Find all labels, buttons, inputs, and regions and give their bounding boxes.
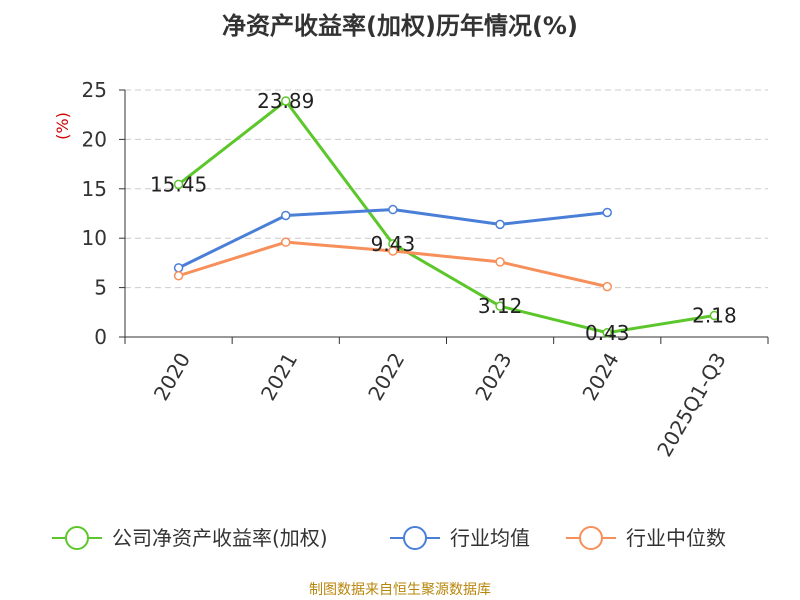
- source-note: 制图数据来自恒生聚源数据库: [309, 582, 491, 598]
- grid-lines: [125, 89, 768, 289]
- y-tick-label: 15: [82, 177, 107, 201]
- y-tick-label: 10: [82, 226, 107, 250]
- chart-title: 净资产收益率(加权)历年情况(%): [222, 12, 578, 40]
- data-point: [602, 328, 612, 338]
- data-point: [495, 257, 505, 267]
- legend-item[interactable]: 行业中位数: [566, 526, 726, 550]
- data-label: 3.12: [478, 294, 523, 318]
- legend-swatch-marker: [403, 526, 427, 550]
- x-tick-label: 2020: [149, 349, 195, 405]
- y-axis-label: (%): [53, 112, 72, 140]
- data-point: [173, 263, 184, 273]
- data-label: 23.89: [257, 89, 314, 113]
- data-label: 2.18: [692, 303, 737, 327]
- data-label: 9.43: [371, 232, 416, 256]
- data-point: [173, 270, 184, 281]
- data-point: [495, 219, 505, 230]
- legend[interactable]: 公司净资产收益率(加权) 行业均值 行业中位数: [52, 526, 726, 550]
- y-tick-label: 25: [82, 78, 107, 102]
- legend-item[interactable]: 公司净资产收益率(加权): [52, 526, 328, 550]
- y-tick-label: 5: [94, 276, 107, 300]
- legend-label: 行业均值: [450, 526, 530, 550]
- axes: 0 5 10 15 20 25 2020 2021 2022 2023 2024 2025Q1-Q3: [82, 78, 769, 461]
- data-point: [388, 246, 398, 256]
- data-label: 15.45: [150, 172, 207, 196]
- data-point: [173, 179, 184, 190]
- legend-swatch-marker: [65, 526, 89, 550]
- x-tick-label: 2023: [470, 349, 516, 405]
- data-point: [281, 210, 291, 221]
- data-point: [388, 204, 398, 215]
- legend-item[interactable]: 行业均值: [390, 526, 530, 550]
- y-tick-label: 0: [94, 325, 107, 349]
- x-tick-label: 2025Q1-Q3: [652, 349, 731, 461]
- data-point: [602, 281, 612, 292]
- data-point: [709, 310, 720, 321]
- data-point: [281, 237, 291, 247]
- legend-label: 公司净资产收益率(加权): [112, 526, 328, 550]
- data-point: [495, 301, 505, 311]
- y-tick-label: 20: [82, 127, 107, 151]
- x-tick-label: 2022: [363, 349, 409, 405]
- data-point: [281, 96, 291, 106]
- series-group: [173, 96, 720, 338]
- data-label: 0.43: [585, 321, 630, 345]
- data-point: [602, 207, 612, 218]
- legend-label: 行业中位数: [626, 526, 726, 550]
- x-tick-label: 2021: [256, 349, 302, 405]
- series-line: [177, 99, 715, 335]
- data-labels: 15.45 23.89 9.43 3.12 0.43 2.18: [150, 89, 737, 345]
- legend-swatch-marker: [579, 526, 603, 550]
- x-tick-label: 2024: [577, 349, 623, 405]
